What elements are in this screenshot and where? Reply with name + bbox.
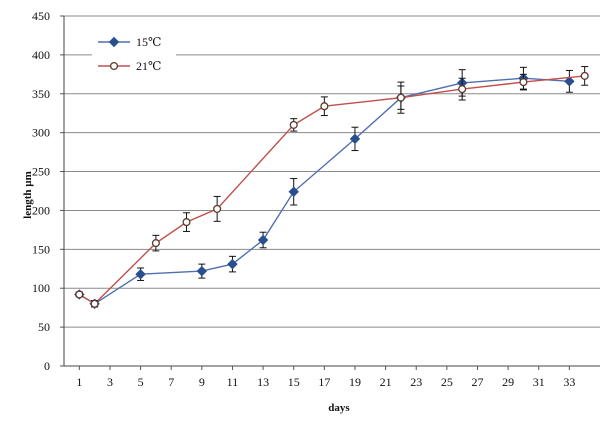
data-point <box>349 133 361 145</box>
x-tick-label: 33 <box>563 375 575 389</box>
x-tick-label: 23 <box>410 375 422 389</box>
data-point <box>227 258 238 270</box>
data-point <box>320 102 329 111</box>
y-tick-label: 350 <box>32 87 50 101</box>
data-point <box>564 76 575 87</box>
legend-box <box>92 30 176 76</box>
data-point <box>135 269 146 280</box>
data-point <box>288 186 299 197</box>
gridlines <box>64 15 600 328</box>
x-tick-label: 5 <box>138 375 144 389</box>
data-point <box>108 36 120 48</box>
y-axis-title: length µm <box>22 171 34 219</box>
x-tick-label: 3 <box>107 375 113 389</box>
x-tick-label: 7 <box>168 375 174 389</box>
data-point <box>213 204 222 213</box>
data-point <box>289 120 298 129</box>
x-tick-label: 21 <box>380 375 392 389</box>
data-point <box>196 265 208 277</box>
x-tick-label: 17 <box>318 375 330 389</box>
x-tick-label: 1 <box>76 375 82 389</box>
legend-label: 15℃ <box>136 35 161 49</box>
legend-label: 21℃ <box>136 59 161 73</box>
y-tick-label: 400 <box>32 48 50 62</box>
y-tick-label: 0 <box>44 359 50 373</box>
x-tick-label: 15 <box>288 375 300 389</box>
data-point <box>257 234 269 246</box>
data-point <box>396 93 405 102</box>
y-tick-label: 200 <box>32 203 50 217</box>
data-point <box>519 78 528 87</box>
x-tick-label: 13 <box>257 375 269 389</box>
y-tick-label: 250 <box>32 165 50 179</box>
data-point <box>90 299 99 308</box>
y-tick-label: 50 <box>38 320 50 334</box>
x-tick-label: 25 <box>441 375 453 389</box>
y-tick-label: 300 <box>32 126 50 140</box>
data-point <box>151 239 160 248</box>
data-point <box>182 218 191 227</box>
series-line <box>78 75 585 305</box>
y-tick-label: 100 <box>32 281 50 295</box>
series-line <box>78 77 570 305</box>
x-tick-label: 27 <box>471 375 483 389</box>
data-point <box>580 71 589 80</box>
y-tick-label: 450 <box>32 9 50 23</box>
x-tick-label: 9 <box>199 375 205 389</box>
series-2 <box>75 66 589 308</box>
legend: 15℃ 21℃ <box>92 30 176 76</box>
x-tick-label: 29 <box>502 375 514 389</box>
y-tick-label: 150 <box>32 242 50 256</box>
data-point <box>109 61 119 71</box>
data-point <box>75 290 84 299</box>
x-tick-label: 19 <box>349 375 361 389</box>
x-axis-title: days <box>328 402 350 414</box>
x-tick-label: 11 <box>227 375 239 389</box>
data-point <box>458 85 467 94</box>
data-series <box>74 66 589 309</box>
x-tick-label: 31 <box>533 375 545 389</box>
